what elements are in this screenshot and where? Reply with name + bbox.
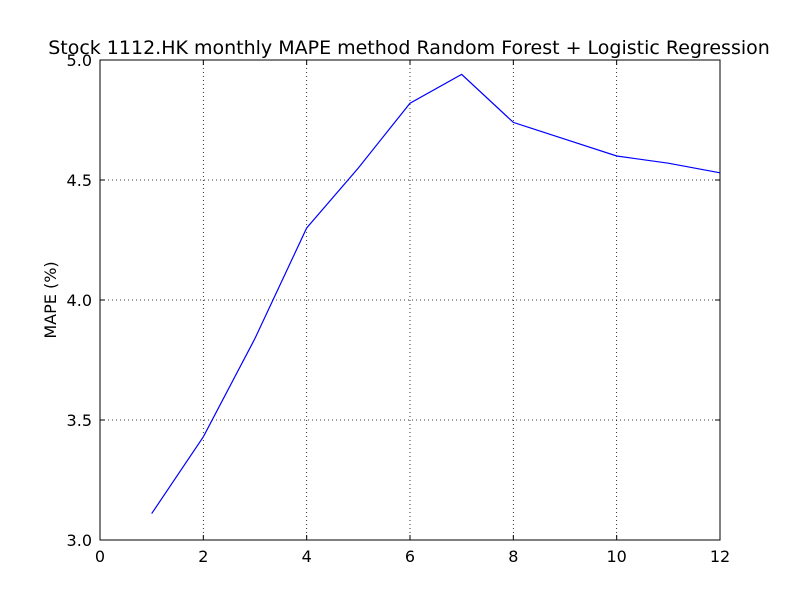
x-tick-label: 2	[198, 547, 208, 566]
tick-marks	[99, 59, 721, 541]
y-tick-label: 4.5	[67, 171, 92, 190]
x-tick-label: 6	[405, 547, 415, 566]
x-tick-label: 10	[606, 547, 626, 566]
y-tick-label: 4.0	[67, 291, 92, 310]
x-tick-label: 12	[710, 547, 730, 566]
y-tick-label: 5.0	[67, 51, 92, 70]
series-line	[151, 73, 721, 514]
y-tick-label: 3.0	[67, 531, 92, 550]
x-tick-label: 8	[508, 547, 518, 566]
series-layer	[151, 73, 721, 514]
grid-lines	[100, 60, 720, 540]
x-tick-label: 4	[302, 547, 312, 566]
x-tick-label: 0	[95, 547, 105, 566]
y-axis-label: MAPE (%)	[41, 261, 60, 338]
y-tick-label: 3.5	[67, 411, 92, 430]
chart-title: Stock 1112.HK monthly MAPE method Random…	[48, 37, 770, 59]
y-tick-labels: 3.0 3.5 4.0 4.5 5.0	[67, 51, 92, 550]
x-tick-labels: 0 2 4 6 8 10 12	[95, 547, 730, 566]
